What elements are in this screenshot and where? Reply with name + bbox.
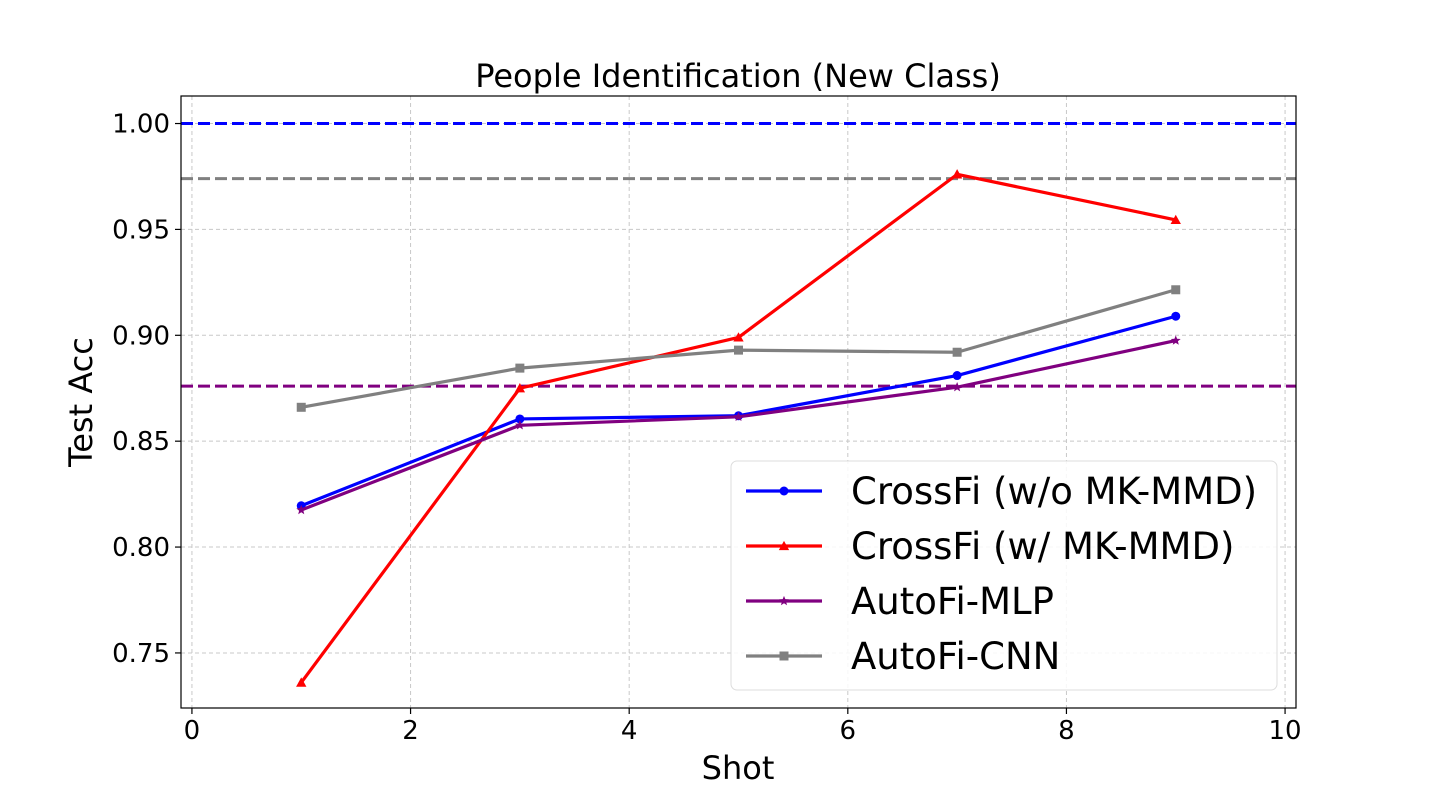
plot-frame: [180, 95, 1297, 709]
legend-entry: AutoFi-MLP: [746, 580, 1054, 623]
data-point: [1170, 335, 1181, 345]
legend-label: AutoFi-MLP: [851, 580, 1054, 623]
tick-layer: 0 2 4 6 8 10 0.75 0.80 0.85 0.90 0.95 1.00: [112, 110, 1302, 746]
data-point: [779, 486, 789, 496]
data-point: [733, 411, 744, 422]
x-tick-label: 6: [840, 716, 857, 746]
data-point: [515, 414, 525, 424]
y-tick-label: 1.00: [112, 110, 170, 140]
data-point: [778, 540, 790, 551]
series-layer: [296, 169, 1181, 687]
data-point: [1171, 311, 1181, 321]
data-point: [515, 363, 525, 373]
data-point: [296, 402, 306, 412]
legend-entry: AutoFi-CNN: [746, 635, 1060, 678]
y-tick-label: 0.80: [112, 533, 170, 563]
grid-layer: [181, 96, 1296, 708]
data-point: [779, 651, 789, 661]
legend-entry: CrossFi (w/o MK-MMD): [746, 470, 1257, 513]
data-point: [1170, 214, 1181, 225]
y-tick-label: 0.90: [112, 321, 170, 351]
legend-box: [730, 460, 1278, 691]
x-tick-label: 2: [402, 716, 419, 746]
data-point: [296, 677, 307, 687]
data-point: [779, 595, 789, 606]
x-tick-label: 8: [1058, 716, 1075, 746]
data-point: [951, 169, 963, 179]
legend-label: CrossFi (w/o MK-MMD): [851, 470, 1257, 513]
x-tick-label: 10: [1269, 716, 1302, 746]
series: [296, 169, 1181, 687]
y-axis-title: Test Acc: [62, 337, 100, 468]
series: [296, 285, 1181, 412]
series: [296, 335, 1181, 515]
x-tick-label: 0: [184, 716, 201, 746]
y-tick-label: 0.85: [112, 427, 170, 457]
data-point: [514, 420, 525, 430]
data-point: [952, 371, 962, 381]
y-tick-label: 0.75: [112, 639, 170, 669]
reference-lines: [181, 122, 1296, 388]
data-point: [514, 383, 526, 393]
data-point: [296, 504, 307, 515]
legend-entry: CrossFi (w/ MK-MMD): [746, 525, 1234, 568]
data-point: [952, 347, 962, 357]
legend-label: CrossFi (w/ MK-MMD): [851, 525, 1234, 568]
data-point: [1171, 285, 1181, 295]
legend-label: AutoFi-CNN: [851, 635, 1060, 678]
legend-items: CrossFi (w/o MK-MMD) CrossFi (w/ MK-MMD) A…: [746, 470, 1257, 678]
data-point: [733, 332, 744, 342]
data-point: [734, 345, 743, 355]
chart-title: People Identification (New Class): [475, 57, 1001, 95]
y-tick-label: 0.95: [112, 215, 170, 245]
legend: CrossFi (w/o MK-MMD) CrossFi (w/ MK-MMD) A…: [730, 460, 1278, 691]
x-axis-title: Shot: [702, 749, 775, 787]
data-point: [952, 382, 963, 392]
x-tick-label: 4: [621, 716, 638, 746]
